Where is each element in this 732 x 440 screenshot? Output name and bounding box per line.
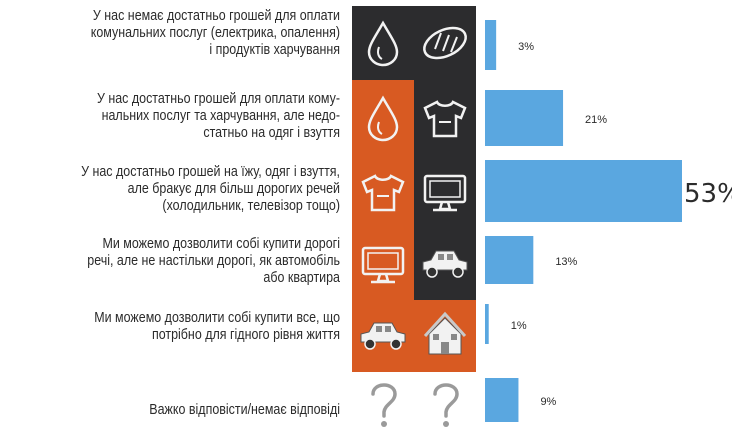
- bars: [485, 20, 682, 422]
- house-icon: [423, 311, 467, 355]
- icon-panel: [352, 156, 414, 228]
- icon-panel: [352, 228, 414, 300]
- bar: [485, 90, 564, 146]
- drop-icon: [367, 20, 399, 67]
- icon-panel: [414, 80, 476, 156]
- value-label: 13%: [555, 256, 577, 268]
- category-label: Ми можемо дозволити собі купити дорогі р…: [87, 236, 340, 286]
- tshirt-icon: [361, 174, 405, 212]
- value-label: 21%: [585, 114, 607, 126]
- value-label: 9%: [540, 396, 556, 408]
- category-label: У нас достатньо грошей для оплати кому- …: [96, 91, 340, 141]
- bar: [485, 20, 497, 70]
- bread-icon: [423, 26, 467, 60]
- icon-panel: [352, 80, 414, 156]
- bar: [485, 378, 519, 422]
- bar: [485, 236, 534, 284]
- category-label: Важко відповісти/немає відповіді: [149, 402, 340, 418]
- bar: [485, 304, 489, 344]
- category-label: У нас немає достатньо грошей для оплати …: [90, 8, 340, 58]
- question-icon: [371, 383, 397, 427]
- icon-panel: [352, 6, 414, 80]
- drop-icon: [367, 95, 399, 142]
- category-label: У нас достатньо грошей на їжу, одяг і вз…: [81, 164, 340, 214]
- icon-panel: [414, 156, 476, 228]
- value-label: 3%: [518, 41, 534, 53]
- car-icon: [422, 250, 468, 278]
- icon-panels: [352, 6, 476, 436]
- tshirt-icon: [423, 100, 467, 138]
- icon-grid: [360, 20, 468, 427]
- value-label: 53%: [684, 179, 732, 209]
- monitor-icon: [361, 246, 405, 284]
- question-icon: [433, 383, 459, 427]
- value-label: 1%: [511, 320, 527, 332]
- category-label: Ми можемо дозволити собі купити все, що …: [94, 310, 340, 343]
- car-icon: [360, 322, 406, 350]
- value-labels: 3% 21% 53% 13% 1% 9%: [511, 41, 732, 408]
- monitor-icon: [423, 174, 467, 212]
- bar: [485, 160, 682, 222]
